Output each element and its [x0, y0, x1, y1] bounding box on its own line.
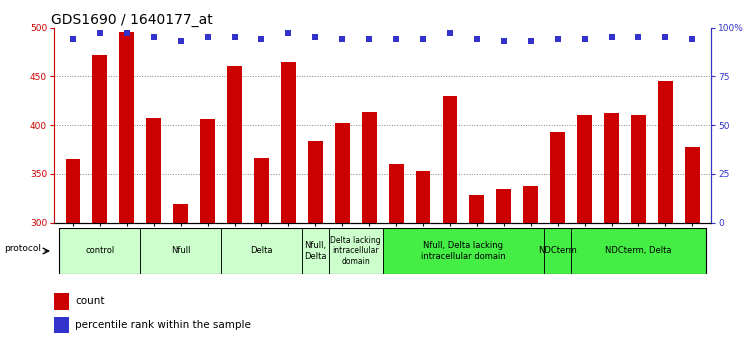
Bar	[685, 147, 700, 223]
Bar	[442, 96, 457, 223]
Bar	[221, 228, 302, 274]
Point	[309, 34, 321, 40]
Point	[228, 34, 240, 40]
Bar	[54, 317, 68, 333]
Text: Nfull: Nfull	[171, 246, 191, 256]
Bar	[59, 228, 140, 274]
Text: Nfull, Delta lacking
intracellular domain: Nfull, Delta lacking intracellular domai…	[421, 241, 506, 261]
Bar	[65, 159, 80, 223]
Point	[390, 37, 402, 42]
Point	[148, 34, 160, 40]
Bar	[302, 228, 329, 274]
Point	[552, 37, 564, 42]
Text: protocol: protocol	[5, 244, 41, 253]
Point	[605, 34, 617, 40]
Text: control: control	[85, 246, 114, 256]
Bar	[415, 171, 430, 223]
Bar	[281, 62, 296, 223]
Bar	[362, 112, 376, 223]
Bar	[496, 189, 511, 223]
Point	[578, 37, 590, 42]
Text: count: count	[75, 296, 104, 306]
Point	[525, 39, 537, 44]
Point	[471, 37, 483, 42]
Bar	[604, 114, 619, 223]
Bar	[140, 228, 221, 274]
Text: percentile rank within the sample: percentile rank within the sample	[75, 320, 251, 330]
Point	[336, 37, 348, 42]
Bar	[658, 81, 673, 223]
Bar	[173, 204, 188, 223]
Point	[686, 37, 698, 42]
Bar	[335, 123, 350, 223]
Bar	[254, 158, 269, 223]
Point	[632, 34, 644, 40]
Point	[175, 39, 187, 44]
Text: NDCterm, Delta: NDCterm, Delta	[605, 246, 671, 256]
Bar	[523, 186, 538, 223]
Bar	[631, 115, 646, 223]
Point	[417, 37, 429, 42]
Text: Nfull,
Delta: Nfull, Delta	[304, 241, 327, 261]
Point	[255, 37, 267, 42]
Bar	[578, 115, 592, 223]
Point	[94, 31, 106, 36]
Bar	[544, 228, 572, 274]
Bar	[227, 66, 242, 223]
Bar	[146, 118, 161, 223]
Bar	[201, 119, 215, 223]
Text: NDCterm: NDCterm	[538, 246, 577, 256]
Point	[67, 37, 79, 42]
Bar	[469, 195, 484, 223]
Bar	[54, 293, 68, 309]
Bar	[92, 55, 107, 223]
Text: GDS1690 / 1640177_at: GDS1690 / 1640177_at	[51, 12, 213, 27]
Point	[659, 34, 671, 40]
Point	[363, 37, 376, 42]
Text: Delta lacking
intracellular
domain: Delta lacking intracellular domain	[330, 236, 381, 266]
Point	[498, 39, 510, 44]
Bar	[383, 228, 544, 274]
Bar	[329, 228, 383, 274]
Bar	[389, 164, 403, 223]
Bar	[119, 32, 134, 223]
Text: Delta: Delta	[250, 246, 273, 256]
Point	[121, 31, 133, 36]
Bar	[550, 132, 565, 223]
Point	[282, 31, 294, 36]
Point	[444, 31, 456, 36]
Point	[201, 34, 213, 40]
Bar	[572, 228, 706, 274]
Bar	[308, 141, 323, 223]
